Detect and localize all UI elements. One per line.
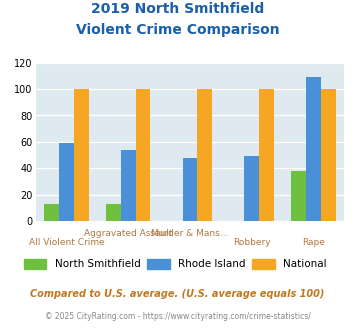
- Text: Compared to U.S. average. (U.S. average equals 100): Compared to U.S. average. (U.S. average …: [30, 289, 325, 299]
- Text: Rape: Rape: [302, 238, 325, 247]
- Bar: [59, 143, 74, 221]
- Bar: [244, 156, 259, 221]
- Bar: [321, 89, 336, 221]
- Text: © 2025 CityRating.com - https://www.cityrating.com/crime-statistics/: © 2025 CityRating.com - https://www.city…: [45, 312, 310, 321]
- Bar: [121, 150, 136, 221]
- Text: All Violent Crime: All Violent Crime: [28, 238, 104, 247]
- Bar: [74, 89, 89, 221]
- Bar: [106, 204, 121, 221]
- Text: Aggravated Assault: Aggravated Assault: [84, 229, 173, 238]
- Legend: North Smithfield, Rhode Island, National: North Smithfield, Rhode Island, National: [20, 254, 331, 273]
- Text: Robbery: Robbery: [233, 238, 271, 247]
- Text: Violent Crime Comparison: Violent Crime Comparison: [76, 23, 279, 37]
- Bar: [291, 171, 306, 221]
- Bar: [197, 89, 212, 221]
- Text: Murder & Mans...: Murder & Mans...: [151, 229, 229, 238]
- Bar: [182, 158, 197, 221]
- Bar: [136, 89, 151, 221]
- Bar: [44, 204, 59, 221]
- Bar: [306, 77, 321, 221]
- Bar: [259, 89, 274, 221]
- Text: 2019 North Smithfield: 2019 North Smithfield: [91, 2, 264, 16]
